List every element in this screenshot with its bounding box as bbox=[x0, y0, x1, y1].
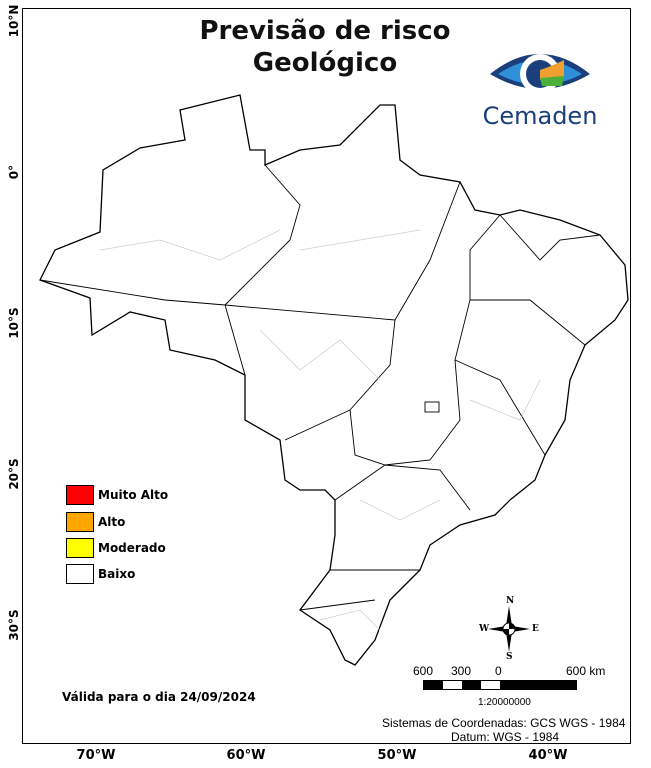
legend-label: Muito Alto bbox=[98, 488, 169, 502]
legend-label: Alto bbox=[98, 515, 126, 529]
legend-swatch bbox=[66, 512, 94, 532]
map-title-line2: Geológico bbox=[252, 48, 398, 78]
lon-label: 70°W bbox=[76, 748, 116, 763]
lat-label: 0° bbox=[7, 164, 21, 180]
legend-label: Moderado bbox=[98, 541, 166, 555]
map-frame bbox=[22, 8, 631, 744]
legend-swatch bbox=[66, 485, 94, 505]
lon-label: 50°W bbox=[377, 748, 417, 763]
legend-item-alto: Alto bbox=[66, 512, 125, 532]
compass-rose: N S W E bbox=[478, 596, 540, 662]
municipal-borders bbox=[99, 229, 541, 631]
lat-label: 10°N bbox=[7, 4, 21, 38]
scale-bar bbox=[423, 680, 577, 690]
compass-n: N bbox=[506, 596, 515, 606]
scale-label: 0 bbox=[495, 664, 502, 678]
logo-text: Cemaden bbox=[482, 102, 598, 130]
lon-label: 60°W bbox=[226, 748, 266, 763]
scale-label: 600 bbox=[413, 664, 434, 678]
legend-label: Baixo bbox=[98, 567, 136, 581]
lat-label: 10°S bbox=[7, 307, 21, 339]
compass-e: E bbox=[532, 624, 539, 634]
compass-w: W bbox=[479, 624, 490, 634]
lat-label: 20°S bbox=[7, 458, 21, 490]
scale-ratio: 1:20000000 bbox=[478, 697, 531, 708]
cemaden-logo: Cemaden bbox=[480, 40, 600, 130]
datum-text: Datum: WGS - 1984 bbox=[451, 730, 560, 744]
legend-item-moderado: Moderado bbox=[66, 538, 166, 558]
scale-label: 600 km bbox=[566, 664, 606, 678]
compass-s: S bbox=[506, 652, 513, 662]
scale-label: 300 bbox=[451, 664, 472, 678]
map-title-line1: Previsão de risco bbox=[199, 16, 451, 46]
state-borders bbox=[39, 164, 601, 611]
compass-icon bbox=[488, 606, 530, 652]
legend-item-muito-alto: Muito Alto bbox=[66, 485, 168, 505]
eye-logo-icon bbox=[490, 54, 590, 94]
lon-label: 40°W bbox=[528, 748, 568, 763]
lat-label: 30°S bbox=[7, 609, 21, 641]
valid-date-text: Válida para o dia 24/09/2024 bbox=[62, 690, 256, 704]
legend-swatch bbox=[66, 564, 94, 584]
crs-text: Sistemas de Coordenadas: GCS WGS - 1984 bbox=[382, 716, 626, 730]
legend-item-baixo: Baixo bbox=[66, 564, 135, 584]
legend-swatch bbox=[66, 538, 94, 558]
